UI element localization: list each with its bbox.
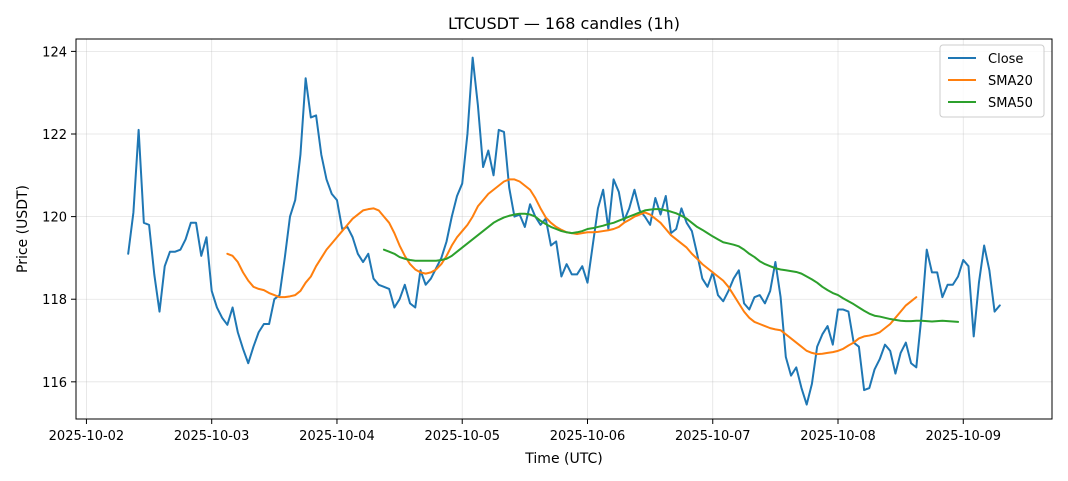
x-tick-label: 2025-10-09 (925, 429, 1001, 444)
x-tick-label: 2025-10-04 (299, 429, 375, 444)
y-tick-label: 120 (42, 211, 67, 226)
series-line-close (127, 56, 1001, 406)
x-tick-label: 2025-10-03 (174, 429, 250, 444)
x-tick-label: 2025-10-08 (800, 429, 876, 444)
y-axis: 116 118 120 122 124 (42, 45, 76, 391)
x-tick-label: 2025-10-05 (424, 429, 500, 444)
y-tick-label: 116 (42, 376, 67, 391)
x-tick-label: 2025-10-06 (550, 429, 626, 444)
x-tick-label: 2025-10-07 (675, 429, 751, 444)
y-axis-label: Price (USDT) (15, 185, 31, 273)
legend-label-sma50: SMA50 (988, 96, 1033, 111)
series-layer (127, 56, 1001, 406)
legend-box (939, 44, 1045, 118)
plot-frame (75, 38, 1053, 420)
x-tick-label: 2025-10-02 (49, 429, 125, 444)
legend: Close SMA20 SMA50 (939, 44, 1045, 118)
x-axis-label: Time (UTC) (524, 451, 602, 467)
y-tick-label: 124 (42, 45, 67, 60)
x-axis: 2025-10-02 2025-10-03 2025-10-04 2025-10-05… (49, 419, 1001, 444)
chart-title: LTCUSDT — 168 candles (1h) (448, 14, 680, 33)
legend-label-sma20: SMA20 (988, 74, 1033, 89)
y-tick-label: 118 (42, 293, 67, 308)
legend-label-close: Close (988, 52, 1023, 67)
series-line-sma50 (382, 208, 960, 323)
y-tick-label: 122 (42, 128, 67, 143)
